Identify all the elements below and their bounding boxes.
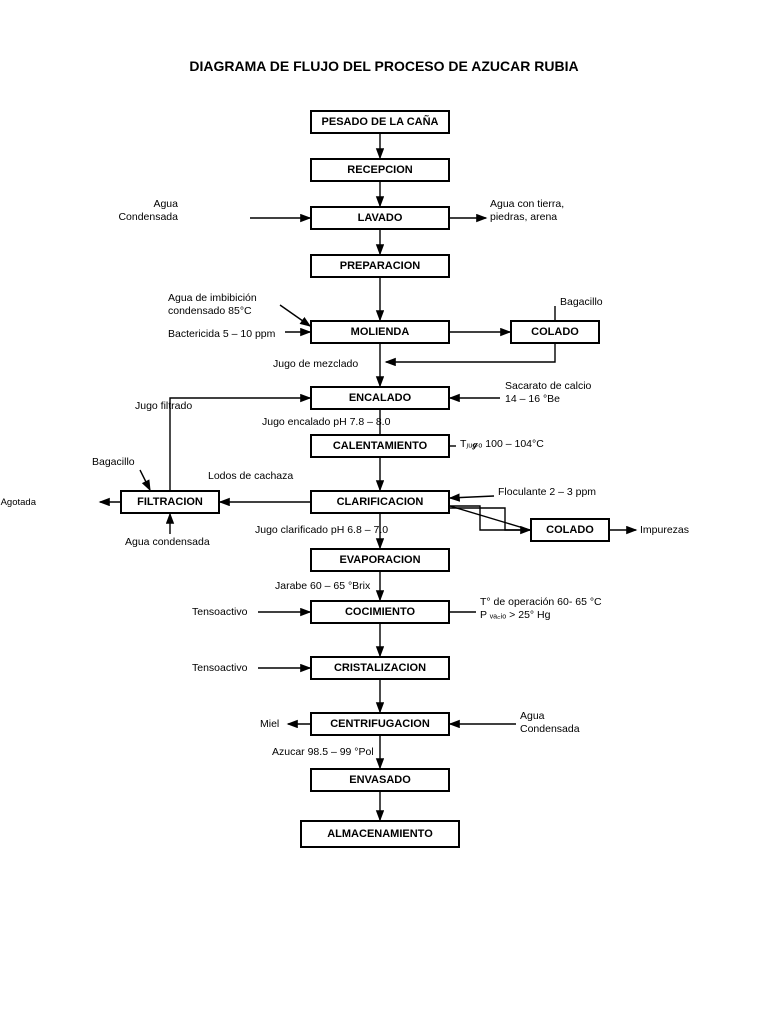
label-floculante: Floculante 2 – 3 ppm <box>498 486 596 499</box>
node-clarificacion: CLARIFICACION <box>310 490 450 514</box>
node-filtracion: FILTRACION <box>120 490 220 514</box>
label-jarabe: Jarabe 60 – 65 °Brix <box>275 580 370 593</box>
node-evaporacion: EVAPORACION <box>310 548 450 572</box>
node-envasado: ENVASADO <box>310 768 450 792</box>
node-centrifugacion: CENTRIFUGACION <box>310 712 450 736</box>
label-azucar: Azucar 98.5 – 99 °Pol <box>272 746 374 759</box>
node-calentamiento: CALENTAMIENTO <box>310 434 450 458</box>
label-bagacillo-1: Bagacillo <box>560 296 603 309</box>
label-jugo-filtrado: Jugo filtrado <box>135 400 192 413</box>
label-jugo-mezclado: Jugo de mezclado <box>273 358 358 371</box>
node-almacenamiento: ALMACENAMIENTO <box>300 820 460 848</box>
node-cocimiento: COCIMIENTO <box>310 600 450 624</box>
node-molienda: MOLIENDA <box>310 320 450 344</box>
node-colado2: COLADO <box>530 518 610 542</box>
diagram-title: DIAGRAMA DE FLUJO DEL PROCESO DE AZUCAR … <box>0 58 768 74</box>
label-temp-operacion: T° de operación 60- 65 °C P ᵥₐ꜀ᵢₒ > 25° … <box>480 596 602 622</box>
label-jugo-encalado: Jugo encalado pH 7.8 – 8.0 <box>262 416 390 429</box>
node-preparacion: PREPARACION <box>310 254 450 278</box>
label-sacarato: Sacarato de calcio 14 – 16 °Be <box>505 380 591 406</box>
label-agua-imbibicion: Agua de imbibición condensado 85°C <box>168 292 257 318</box>
label-impurezas: Impurezas <box>640 524 689 537</box>
label-bagacillo-2: Bagacillo <box>92 456 135 469</box>
label-miel: Miel <box>260 718 279 731</box>
node-lavado: LAVADO <box>310 206 450 230</box>
label-tensoactivo-2: Tensoactivo <box>192 662 247 675</box>
label-agua-condensada-3: Agua Condensada <box>520 710 580 736</box>
node-colado1: COLADO <box>510 320 600 344</box>
label-tjugo: Tⱼᵤ𝓰ₒ 100 – 104°C <box>460 438 544 451</box>
label-bactericida: Bactericida 5 – 10 ppm <box>168 328 275 341</box>
label-agua-condensada-2: Agua condensada <box>125 536 210 549</box>
label-agua-tierra: Agua con tierra, piedras, arena <box>490 198 564 224</box>
node-encalado: ENCALADO <box>310 386 450 410</box>
node-recepcion: RECEPCION <box>310 158 450 182</box>
label-cachaza-agotada: Cachaza Agotada <box>0 497 36 509</box>
label-tensoactivo-1: Tensoactivo <box>192 606 247 619</box>
label-agua-condensada-1: Agua Condensada <box>118 198 178 224</box>
label-jugo-clarificado: Jugo clarificado pH 6.8 – 7.0 <box>255 524 388 537</box>
label-lodos: Lodos de cachaza <box>208 470 293 483</box>
node-pesado: PESADO DE LA CAÑA <box>310 110 450 134</box>
node-cristalizacion: CRISTALIZACION <box>310 656 450 680</box>
